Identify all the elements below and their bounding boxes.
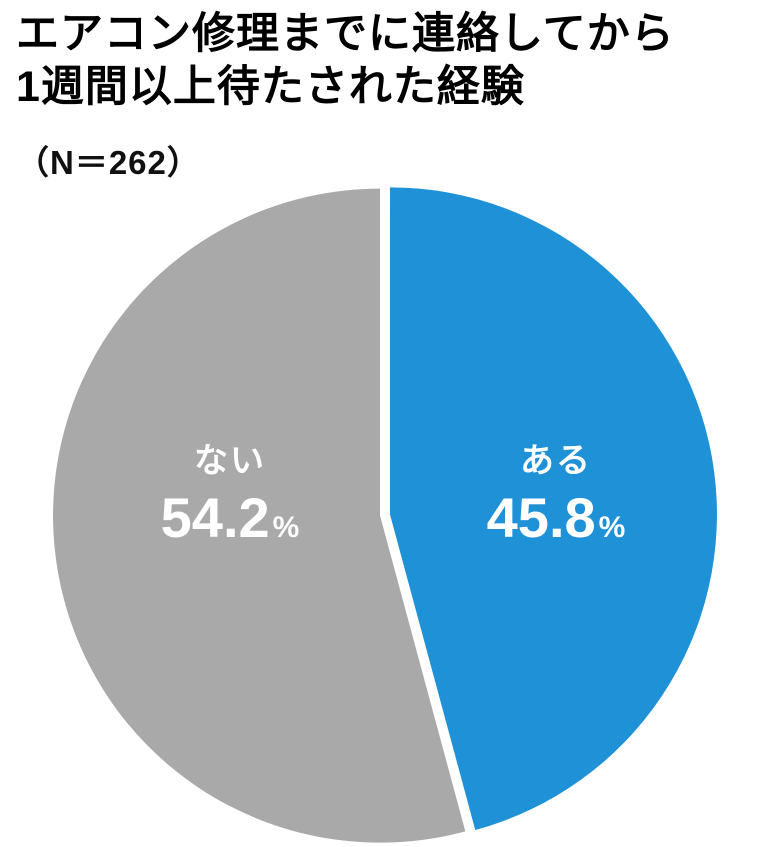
chart-title: エアコン修理までに連絡してから 1週間以上待たされた経験 (16, 8, 675, 114)
pie-chart (53, 187, 717, 843)
slice-label-nai: ない 54.2% (120, 441, 340, 557)
slice-value-unit-nai: % (272, 511, 300, 544)
slice-value-unit-aru: % (598, 511, 626, 544)
slice-value-nai: 54.2% (120, 489, 340, 557)
chart-title-line2: 1週間以上待たされた経験 (16, 63, 525, 111)
chart-title-line1: エアコン修理までに連絡してから (16, 10, 675, 58)
slice-value-aru: 45.8% (446, 489, 666, 557)
slice-category-nai: ない (194, 442, 266, 480)
slice-label-aru: ある 45.8% (446, 441, 666, 557)
pie-slice-0 (389, 187, 717, 831)
slice-value-number-nai: 54.2 (160, 486, 270, 549)
pie-slice-1 (53, 188, 466, 843)
slice-category-aru: ある (520, 442, 592, 480)
sample-size-label: （N＝262） (16, 144, 201, 181)
pie-chart-area: ない 54.2% ある 45.8% (48, 183, 722, 845)
slice-value-number-aru: 45.8 (486, 486, 596, 549)
